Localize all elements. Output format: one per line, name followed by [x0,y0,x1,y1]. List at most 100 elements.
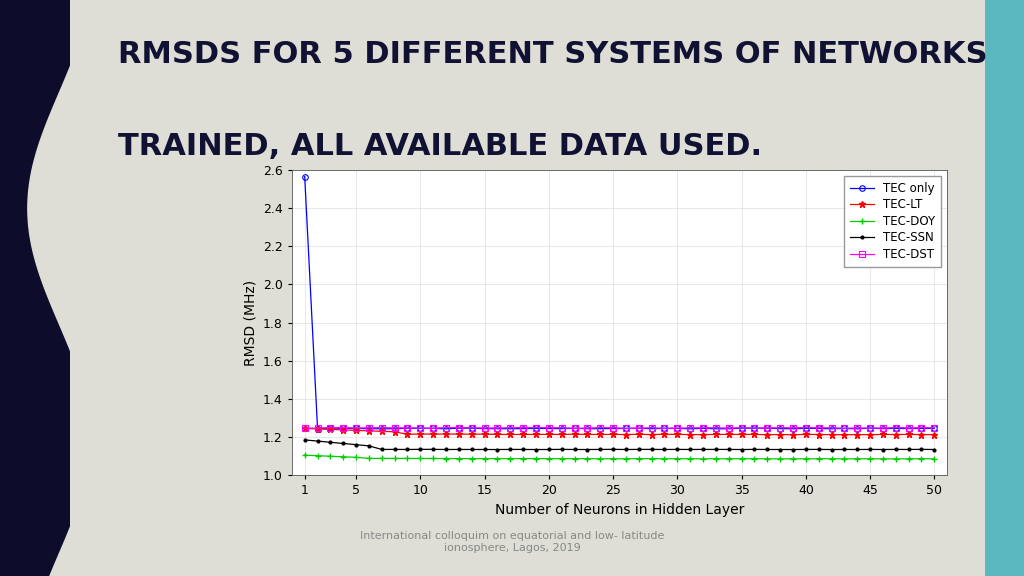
TEC only [427,425,439,432]
TEC-DST [594,424,606,431]
TEC-LT [735,431,748,438]
TEC only [723,425,735,432]
TEC-SSN [839,446,851,453]
Text: TRAINED, ALL AVAILABLE DATA USED.: TRAINED, ALL AVAILABLE DATA USED. [118,132,762,161]
TEC-SSN [915,446,928,453]
TEC-DST [902,425,914,431]
TEC-DST [774,425,786,431]
TEC-LT [388,429,400,435]
TEC-LT [607,431,620,438]
TEC-SSN [388,446,400,453]
TEC-LT [658,431,671,438]
TEC-DOY [504,455,516,462]
TEC-DST [813,425,825,431]
TEC-DST [362,425,375,431]
TEC-SSN [529,446,542,453]
TEC-SSN [671,446,683,453]
TEC-DST [749,425,761,431]
TEC-LT [749,431,761,438]
TEC-DOY [529,455,542,462]
TEC only [710,425,722,432]
TEC-LT [582,431,594,438]
TEC-SSN [337,440,349,447]
TEC-DST [325,424,337,431]
TEC-SSN [684,446,696,453]
TEC-DOY [671,455,683,462]
TEC only [376,425,388,432]
TEC only [556,425,568,432]
TEC only [774,425,786,432]
TEC-DST [633,425,645,431]
TEC-DOY [684,455,696,462]
TEC-SSN [735,446,748,453]
TEC-LT [786,431,799,438]
TEC-DOY [877,456,889,463]
TEC-DST [453,424,465,431]
TEC-LT [645,431,657,438]
TEC-SSN [813,446,825,453]
TEC-SSN [504,446,516,453]
Line: TEC-DST: TEC-DST [302,425,937,431]
TEC only [735,425,748,431]
TEC-DST [864,425,877,431]
TEC-DOY [645,455,657,462]
TEC-SSN [928,446,940,453]
TEC-DOY [517,455,529,462]
TEC-SSN [710,446,722,453]
TEC-SSN [350,441,362,448]
TEC-DST [376,424,388,431]
TEC only [414,425,426,432]
TEC-LT [890,431,902,438]
TEC-LT [774,431,786,438]
TEC only [311,425,324,432]
TEC-SSN [633,446,645,453]
TEC-SSN [492,446,504,453]
TEC-DOY [350,454,362,461]
TEC-DST [645,425,657,431]
TEC-DST [582,425,594,431]
TEC-SSN [362,442,375,449]
TEC-DST [839,425,851,431]
TEC-SSN [299,437,311,444]
TEC-DST [529,424,542,431]
TEC-DST [786,425,799,431]
TEC-LT [529,431,542,438]
TEC-DST [620,425,632,432]
TEC-DST [311,425,324,431]
TEC only [529,425,542,432]
TEC-DST [466,425,478,431]
TEC-LT [620,431,632,438]
TEC only [362,425,375,432]
TEC-SSN [414,446,426,453]
TEC only [877,425,889,432]
TEC-DST [504,425,516,431]
TEC only [864,425,877,431]
TEC-LT [453,431,465,438]
TEC-DST [825,425,838,431]
TEC-DST [684,425,696,431]
TEC-DOY [710,455,722,462]
TEC-DST [658,425,671,432]
TEC only [825,425,838,432]
TEC only [568,425,581,432]
TEC-DST [877,425,889,431]
TEC-DOY [325,453,337,460]
TEC-DST [723,425,735,431]
TEC-LT [813,431,825,438]
TEC only [492,425,504,432]
TEC only [671,425,683,432]
TEC-LT [915,431,928,438]
TEC-DOY [453,455,465,462]
TEC-SSN [607,446,620,453]
TEC-LT [337,426,349,433]
TEC-LT [414,431,426,438]
TEC-SSN [311,438,324,445]
TEC-SSN [376,446,388,453]
TEC-DOY [582,455,594,462]
TEC only [839,425,851,432]
Line: TEC only: TEC only [302,174,937,431]
TEC only [517,425,529,432]
Legend: TEC only, TEC-LT, TEC-DOY, TEC-SSN, TEC-DST: TEC only, TEC-LT, TEC-DOY, TEC-SSN, TEC-… [845,176,941,267]
TEC-DOY [864,456,877,463]
TEC-SSN [594,446,606,453]
